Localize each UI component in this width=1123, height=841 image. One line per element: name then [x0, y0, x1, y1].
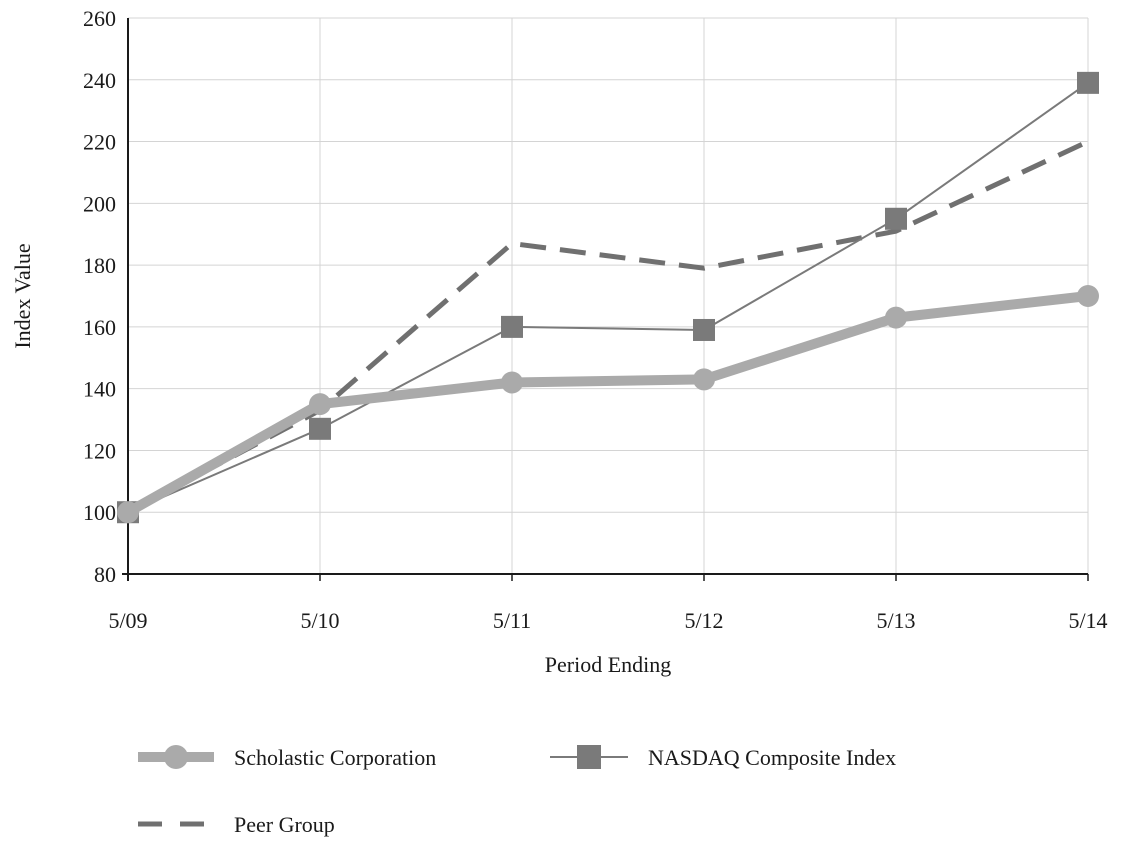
x-tick-label: 5/12	[684, 608, 723, 633]
x-tick-label: 5/11	[493, 608, 531, 633]
y-tick-label: 180	[83, 253, 116, 278]
y-tick-label: 140	[83, 377, 116, 402]
y-tick-label: 80	[94, 562, 116, 587]
data-point	[309, 393, 331, 416]
plot-area	[117, 71, 1099, 524]
x-axis-title: Period Ending	[545, 652, 672, 677]
legend-swatch-marker	[577, 745, 601, 769]
legend-item-scholastic-corporation: Scholastic Corporation	[138, 745, 436, 770]
series-line	[125, 291, 1089, 517]
series-scholastic-corporation	[117, 285, 1099, 524]
x-tick-label: 5/13	[876, 608, 915, 633]
y-tick-label: 260	[83, 6, 116, 31]
legend-item-nasdaq-composite-index: NASDAQ Composite Index	[550, 745, 896, 770]
y-tick-label: 160	[83, 315, 116, 340]
y-tick-label: 220	[83, 130, 116, 155]
data-point	[501, 371, 523, 394]
data-point	[117, 501, 139, 524]
grid-lines	[128, 17, 1089, 575]
data-point	[309, 417, 331, 440]
y-tick-label: 240	[83, 68, 116, 93]
x-tick-label: 5/09	[108, 608, 147, 633]
data-point	[885, 306, 907, 329]
x-tick-label: 5/10	[300, 608, 339, 633]
legend-label: NASDAQ Composite Index	[648, 745, 896, 770]
x-tick-label: 5/14	[1068, 608, 1107, 633]
tick-labels: 80 100 120 140 160 180 200 220 240 260 5/09 5/10 5/1…	[83, 6, 1108, 633]
axes	[122, 18, 1089, 581]
data-point	[693, 318, 715, 341]
legend: Scholastic Corporation NASDAQ Composite …	[138, 745, 896, 837]
series-nasdaq-composite-index	[117, 71, 1099, 524]
data-point	[1077, 71, 1099, 94]
data-point	[693, 368, 715, 391]
y-tick-label: 120	[83, 438, 116, 463]
legend-label: Scholastic Corporation	[234, 745, 436, 770]
y-axis-title: Index Value	[10, 243, 35, 348]
data-point	[1077, 285, 1099, 307]
series-line	[127, 82, 1089, 514]
legend-label: Peer Group	[234, 812, 335, 837]
y-tick-label: 100	[83, 500, 116, 525]
data-point	[885, 207, 907, 230]
data-point	[501, 315, 523, 338]
legend-item-peer-group: Peer Group	[138, 812, 335, 837]
legend-swatch-marker	[164, 745, 188, 769]
y-tick-label: 200	[83, 191, 116, 216]
